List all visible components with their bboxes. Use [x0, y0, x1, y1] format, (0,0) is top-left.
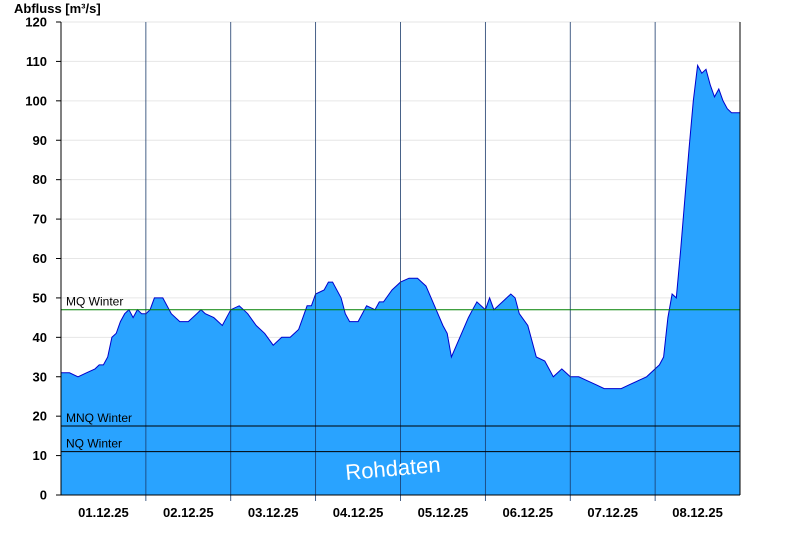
y-tick-label: 10 [33, 448, 47, 463]
x-tick-label: 07.12.25 [587, 505, 638, 520]
y-tick-label: 100 [25, 93, 47, 108]
y-tick-label: 40 [33, 330, 47, 345]
x-tick-label: 04.12.25 [333, 505, 384, 520]
x-tick-label: 01.12.25 [78, 505, 129, 520]
reference-line-label: MQ Winter [66, 295, 123, 309]
y-tick-label: 20 [33, 409, 47, 424]
y-tick-label: 0 [40, 488, 47, 503]
y-tick-label: 70 [33, 212, 47, 227]
y-tick-label: 60 [33, 251, 47, 266]
reference-lines: MQ Winter MNQ Winter NQ Winter [61, 295, 740, 453]
reference-line-label: NQ Winter [66, 437, 122, 451]
y-axis-label: Abfluss [m³/s] [14, 1, 101, 16]
x-ticks: 01.12.25 02.12.25 03.12.25 04.12.25 05.12.25… [78, 505, 723, 520]
x-tick-label: 02.12.25 [163, 505, 214, 520]
x-tick-label: 05.12.25 [418, 505, 469, 520]
x-tick-label: 03.12.25 [248, 505, 299, 520]
y-tick-label: 50 [33, 290, 47, 305]
x-tick-label: 08.12.25 [672, 505, 723, 520]
y-tick-label: 120 [25, 15, 47, 30]
day-boundary-lines [145, 22, 656, 501]
y-tick-label: 80 [33, 172, 47, 187]
y-tick-label: 110 [26, 54, 47, 69]
y-tick-label: 30 [33, 369, 47, 384]
y-tick-label: 90 [33, 133, 47, 148]
reference-line-label: MNQ Winter [66, 411, 132, 425]
y-ticks: 0 10 20 30 40 50 60 70 80 90 100 110 120 [25, 15, 61, 503]
x-tick-label: 06.12.25 [503, 505, 554, 520]
